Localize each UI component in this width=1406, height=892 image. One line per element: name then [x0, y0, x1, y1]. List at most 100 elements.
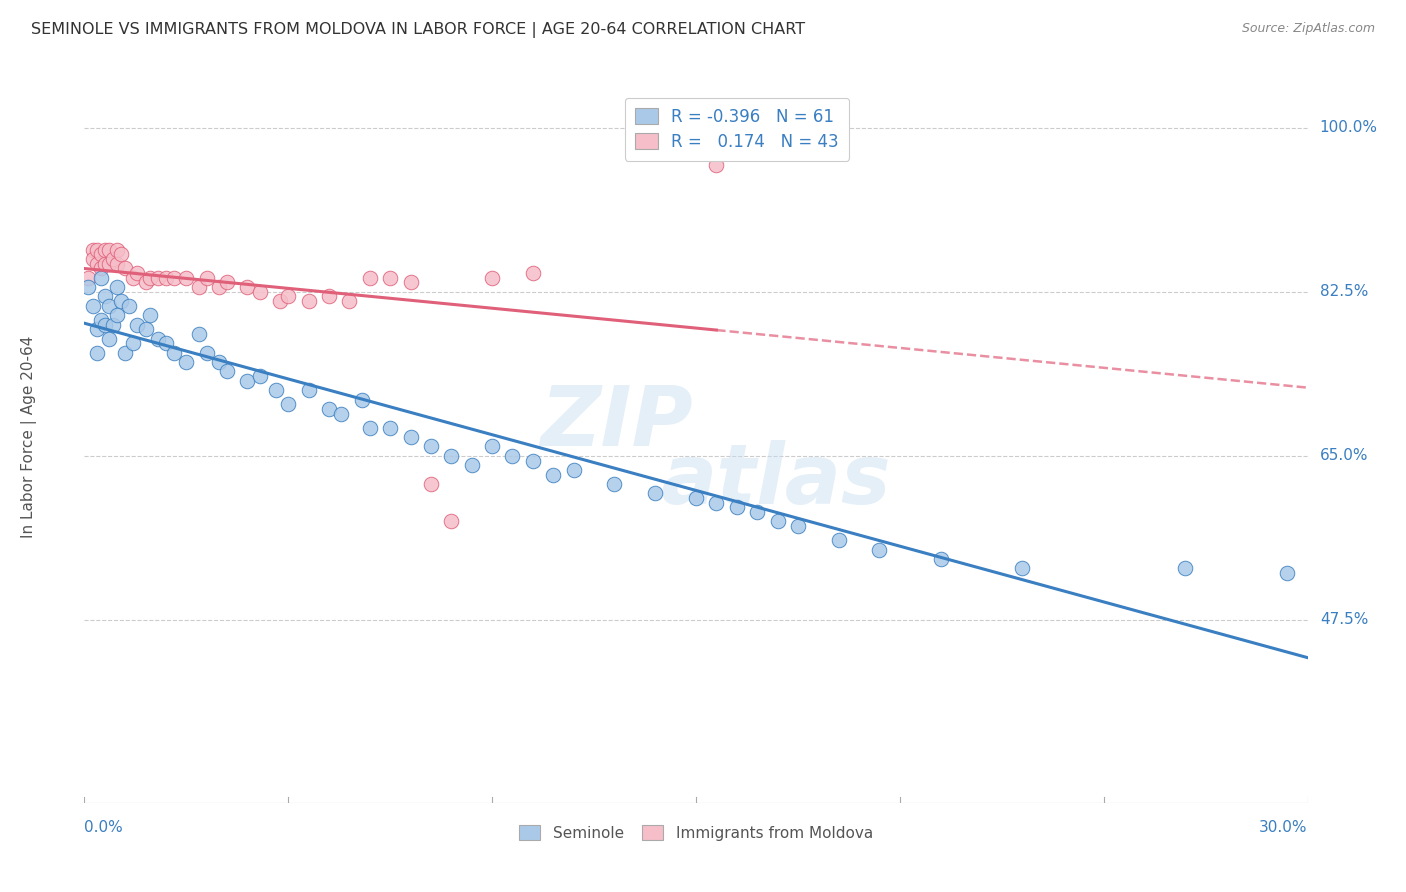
Point: [90, 261, 112, 276]
Point: [461, 458, 484, 473]
Point: [502, 449, 524, 463]
Point: [93, 318, 115, 332]
Point: [440, 515, 463, 529]
Point: [380, 420, 402, 434]
Point: [187, 280, 209, 294]
Point: [93, 257, 115, 271]
Point: [298, 294, 321, 309]
Text: SEMINOLE VS IMMIGRANTS FROM MOLDOVA IN LABOR FORCE | AGE 20-64 CORRELATION CHART: SEMINOLE VS IMMIGRANTS FROM MOLDOVA IN L…: [31, 22, 806, 38]
Point: [86, 243, 108, 257]
Point: [146, 270, 169, 285]
Point: [114, 261, 136, 276]
Point: [277, 289, 299, 303]
Point: [1277, 566, 1299, 580]
Point: [603, 477, 626, 491]
Point: [93, 289, 115, 303]
Text: Source: ZipAtlas.com: Source: ZipAtlas.com: [1241, 22, 1375, 36]
Point: [440, 449, 463, 463]
Text: 47.5%: 47.5%: [1320, 613, 1368, 627]
Point: [105, 280, 128, 294]
Point: [420, 440, 443, 454]
Point: [339, 294, 361, 309]
Point: [869, 542, 891, 557]
Point: [380, 270, 402, 285]
Point: [330, 407, 353, 421]
Point: [725, 500, 748, 515]
Point: [249, 369, 271, 384]
Point: [101, 252, 124, 266]
Text: 82.5%: 82.5%: [1320, 285, 1368, 299]
Point: [249, 285, 271, 299]
Text: ZIP: ZIP: [540, 382, 693, 463]
Point: [269, 294, 291, 309]
Point: [155, 336, 177, 351]
Point: [359, 420, 381, 434]
Point: [105, 308, 128, 322]
Point: [114, 345, 136, 359]
Point: [174, 270, 197, 285]
Point: [264, 383, 287, 397]
Point: [97, 243, 120, 257]
Point: [644, 486, 666, 500]
Point: [399, 276, 422, 290]
Point: [127, 318, 149, 332]
Point: [562, 463, 585, 477]
Point: [747, 505, 769, 519]
Text: atlas: atlas: [661, 441, 891, 522]
Point: [318, 289, 340, 303]
Point: [187, 326, 209, 341]
Point: [298, 383, 321, 397]
Point: [1174, 561, 1197, 575]
Point: [522, 266, 544, 280]
Point: [82, 299, 104, 313]
Point: [135, 276, 157, 290]
Point: [766, 515, 789, 529]
Point: [277, 397, 299, 411]
Point: [127, 266, 149, 280]
Point: [110, 247, 132, 261]
Text: 65.0%: 65.0%: [1320, 449, 1368, 463]
Point: [217, 276, 239, 290]
Text: 30.0%: 30.0%: [1260, 820, 1308, 835]
Point: [543, 467, 565, 482]
Point: [135, 322, 157, 336]
Point: [90, 247, 112, 261]
Point: [97, 257, 120, 271]
Point: [318, 401, 340, 416]
Point: [97, 332, 120, 346]
Point: [481, 270, 503, 285]
Point: [1011, 561, 1033, 575]
Point: [236, 280, 259, 294]
Point: [195, 345, 218, 359]
Point: [685, 491, 707, 505]
Text: 0.0%: 0.0%: [84, 820, 124, 835]
Point: [77, 270, 100, 285]
Point: [787, 519, 810, 533]
Point: [77, 280, 100, 294]
Point: [163, 345, 186, 359]
Point: [118, 299, 141, 313]
Point: [101, 318, 124, 332]
Point: [97, 299, 120, 313]
Point: [105, 257, 128, 271]
Point: [138, 308, 160, 322]
Point: [146, 332, 169, 346]
Legend: Seminole, Immigrants from Moldova: Seminole, Immigrants from Moldova: [510, 816, 882, 850]
Point: [399, 430, 422, 444]
Point: [122, 270, 145, 285]
Point: [105, 243, 128, 257]
Point: [86, 322, 108, 336]
Point: [236, 374, 259, 388]
Point: [359, 270, 381, 285]
Point: [208, 355, 231, 369]
Text: 100.0%: 100.0%: [1320, 120, 1378, 135]
Point: [706, 496, 728, 510]
Point: [93, 243, 115, 257]
Point: [82, 243, 104, 257]
Point: [163, 270, 186, 285]
Point: [706, 158, 728, 172]
Point: [174, 355, 197, 369]
Point: [208, 280, 231, 294]
Point: [155, 270, 177, 285]
Point: [86, 345, 108, 359]
